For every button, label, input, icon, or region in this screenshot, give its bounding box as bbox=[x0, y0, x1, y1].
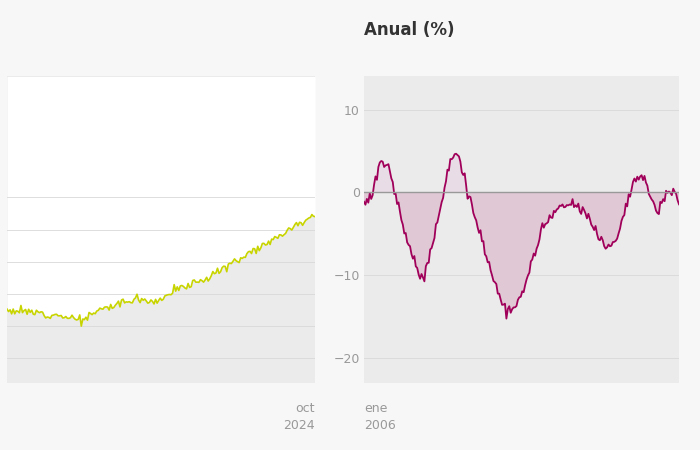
Text: Anual (%): Anual (%) bbox=[364, 22, 454, 40]
Text: 2024: 2024 bbox=[284, 418, 315, 432]
Text: oct: oct bbox=[295, 402, 315, 415]
Text: 2006: 2006 bbox=[364, 418, 395, 432]
Text: ene: ene bbox=[364, 402, 387, 415]
